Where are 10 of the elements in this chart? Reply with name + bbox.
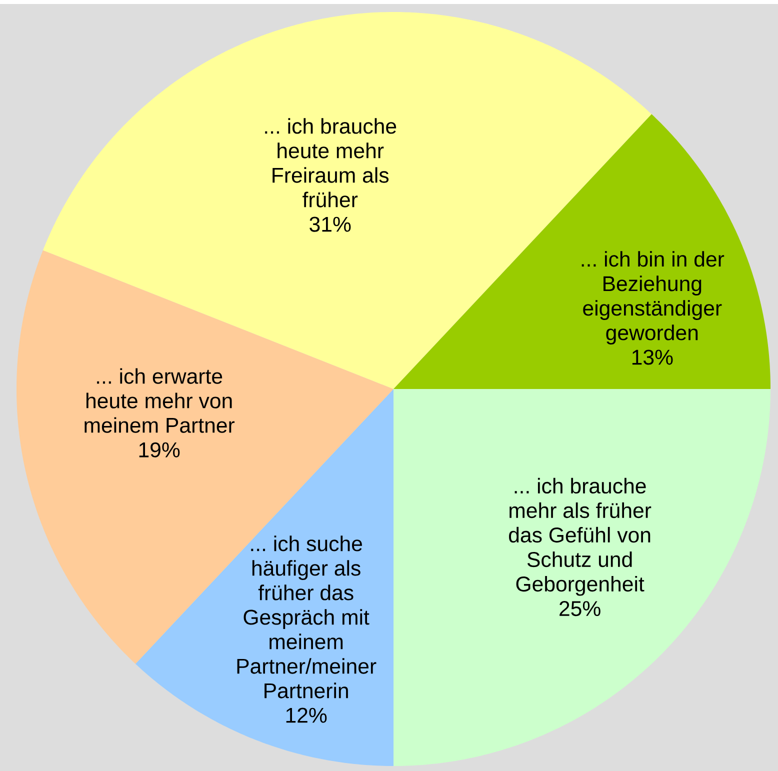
slice-label: ... ich erwarte heute mehr von meinem Partner: [84, 368, 235, 433]
data-label: 13%: [632, 350, 673, 365]
slice-label: ... ich bin in der Beziehung eigenständiger geworden: [582, 251, 724, 344]
data-label: 12%: [286, 708, 327, 723]
slice-label: ... ich brauche heute mehr Freiraum als früher: [265, 118, 396, 208]
data-label: 19%: [139, 442, 180, 458]
data-label: 31%: [310, 216, 351, 232]
slice-label: ... ich suche häufiger als früher das Gespräch mit meinem Partner/meiner Partnerin: [237, 536, 376, 698]
data-label: 25%: [560, 601, 600, 616]
slice-label: ... ich brauche mehr als früher das Gefühl von Schutz und Geborgenheit: [509, 478, 652, 596]
